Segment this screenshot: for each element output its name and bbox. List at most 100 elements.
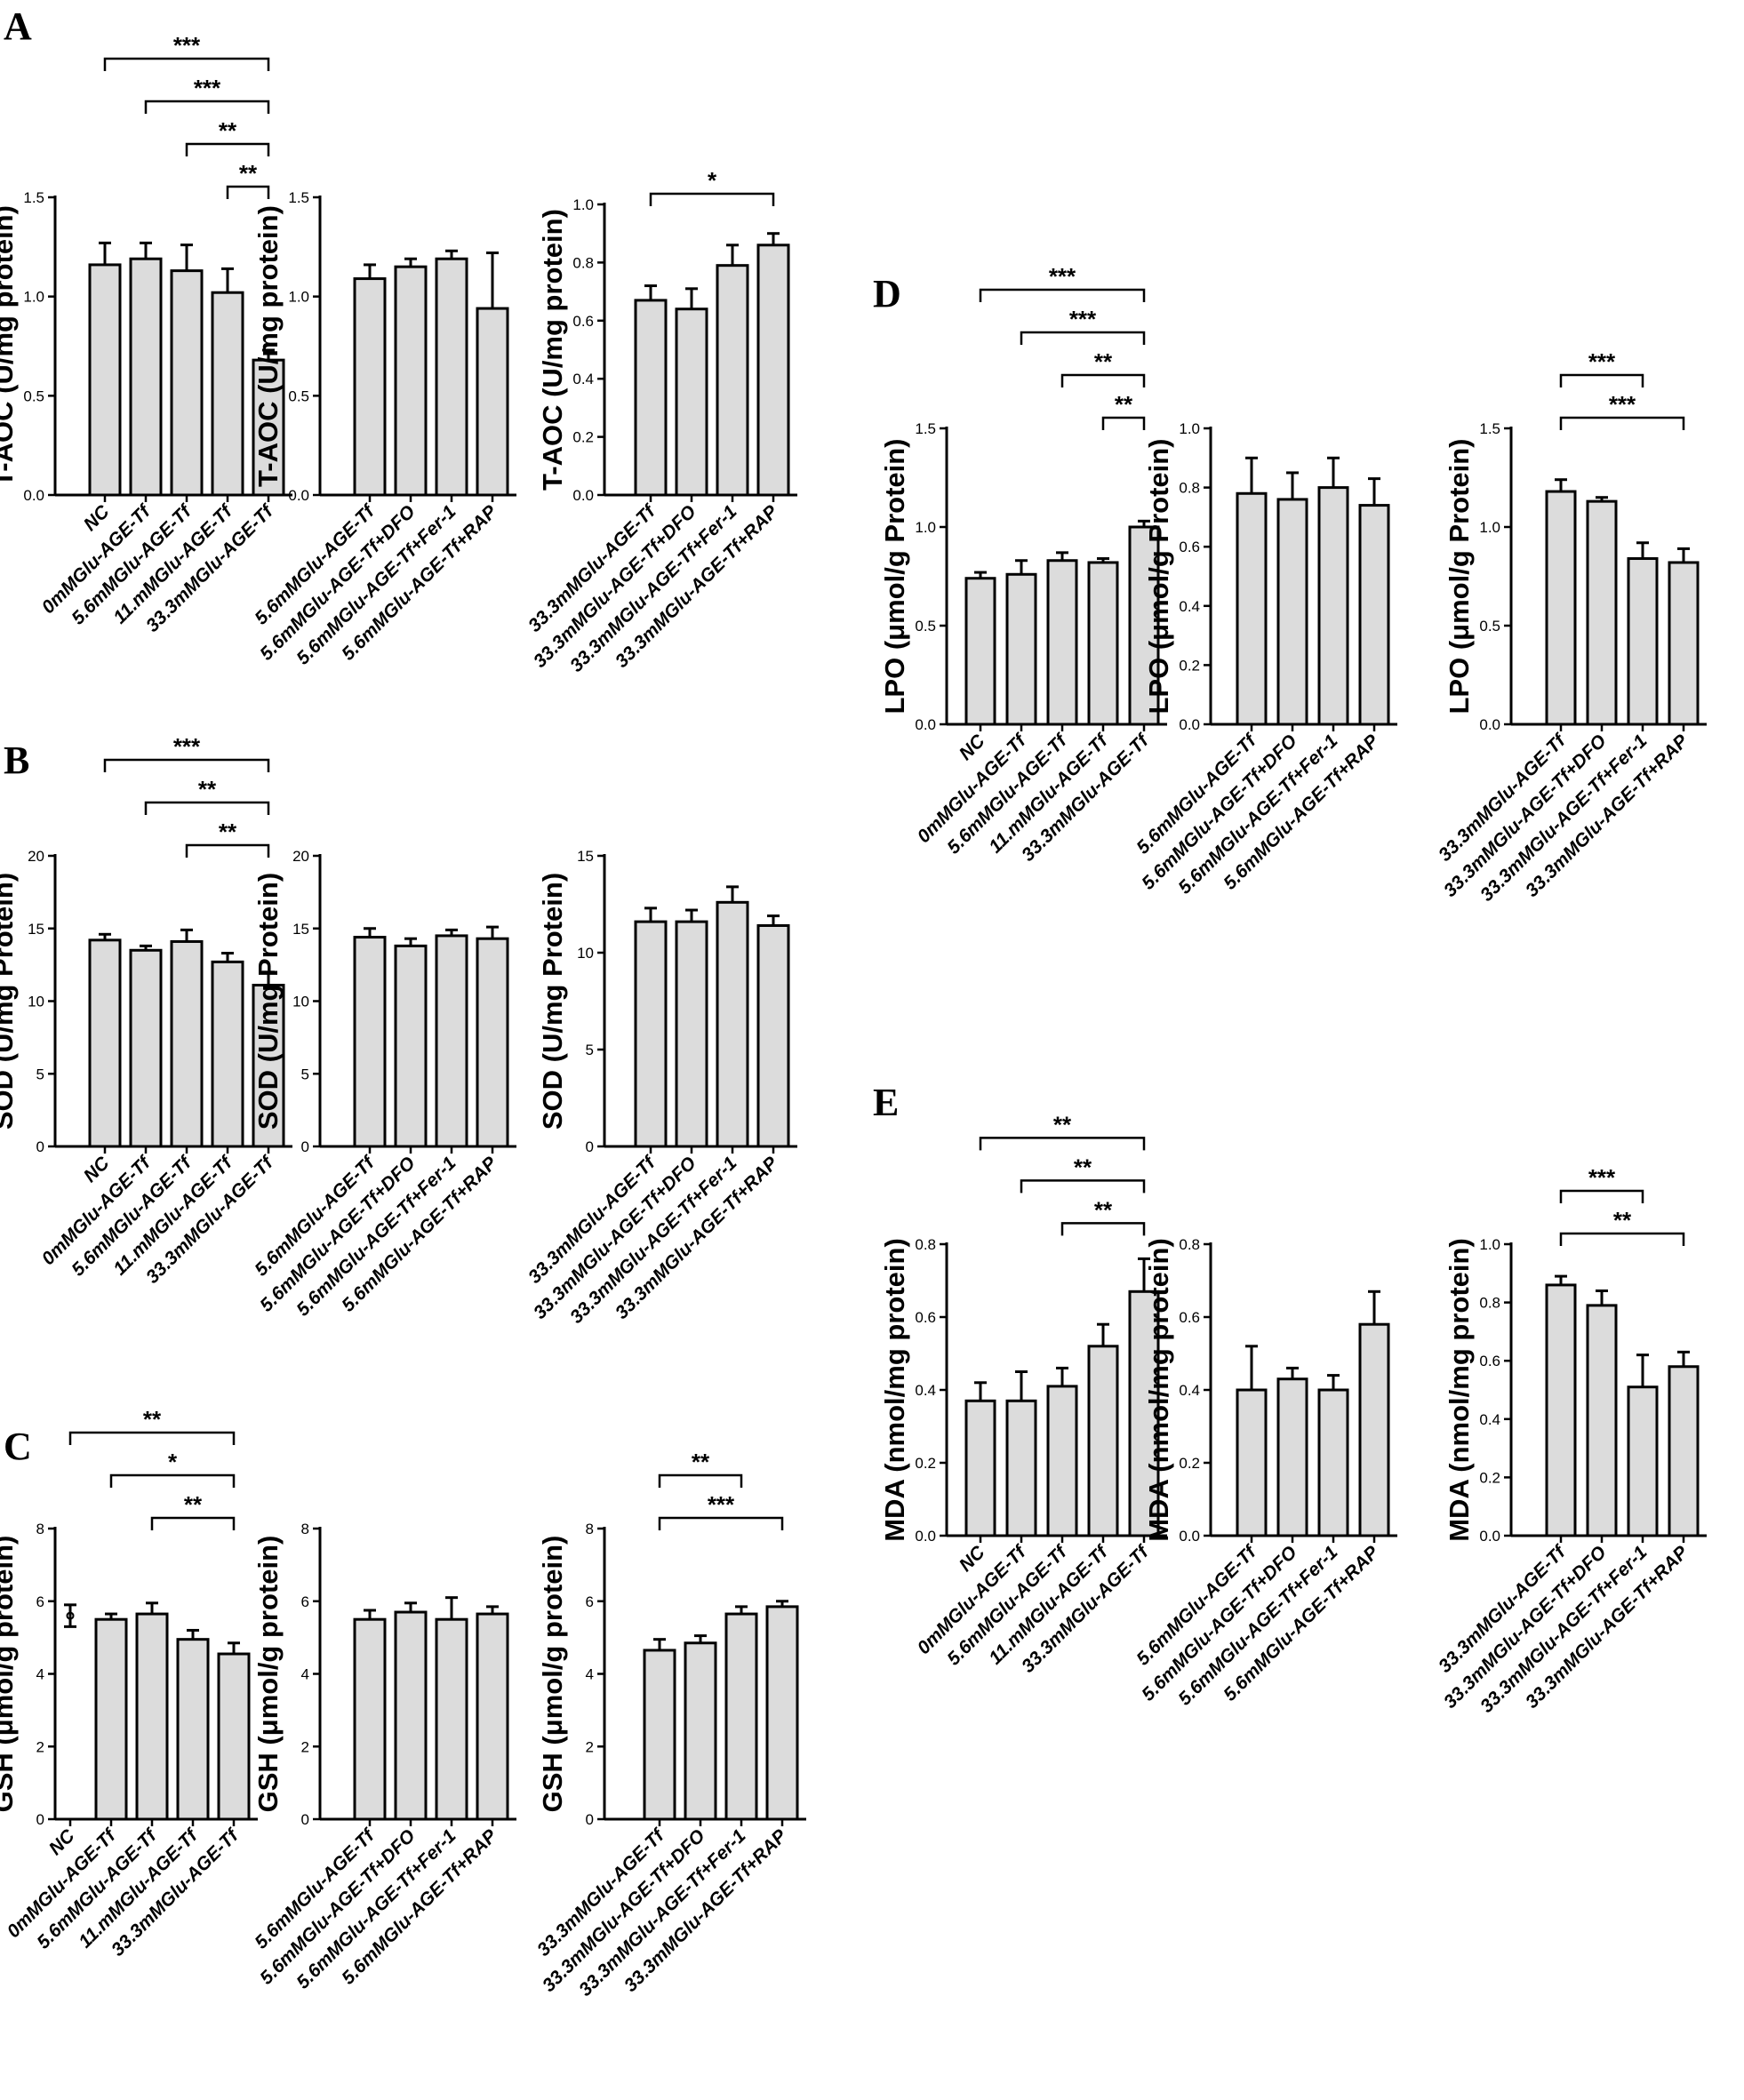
- y-tick-label: 0.8: [1179, 1236, 1200, 1253]
- significance-label: *: [168, 1449, 178, 1475]
- chart-6: 0 5 10 15 SOD (U/mg Protein) 33.3mMGlu-AGE-Tf…: [524, 848, 797, 1328]
- bar: [1005, 572, 1037, 726]
- y-tick-label: 0.2: [1179, 1455, 1200, 1472]
- y-tick-label: 8: [301, 1521, 309, 1537]
- significance-label: **: [1613, 1207, 1632, 1234]
- y-tick-label: 0.6: [1479, 1353, 1500, 1369]
- bar: [1046, 1385, 1078, 1537]
- y-tick-label: 0.4: [1479, 1411, 1500, 1428]
- y-axis-label: SOD (U/mg Protein): [0, 873, 19, 1130]
- y-tick-label: 1.5: [915, 420, 936, 437]
- bar: [716, 264, 749, 497]
- bar: [964, 577, 996, 726]
- bar: [435, 934, 468, 1148]
- y-axis-label: GSH (μmol/g protein): [0, 1536, 19, 1813]
- bar: [1236, 1388, 1268, 1537]
- significance-label: *: [708, 167, 717, 194]
- y-tick-label: 1.0: [1479, 519, 1500, 536]
- y-tick-label: 0.2: [572, 429, 594, 446]
- significance-bracket: [1559, 1232, 1685, 1246]
- category-label: 5.6mMGlu-AGE-Tf+DFO: [256, 1153, 419, 1315]
- bar: [1586, 1304, 1618, 1537]
- y-tick-label: 0: [36, 1138, 44, 1155]
- y-tick-label: 6: [36, 1593, 44, 1610]
- category-label: 5.6mMGlu-AGE-Tf+DFO: [1138, 731, 1300, 893]
- y-tick-label: 0.2: [1179, 657, 1200, 674]
- bar: [394, 944, 428, 1148]
- significance-label: ***: [194, 75, 221, 101]
- y-tick-label: 0.4: [572, 371, 594, 387]
- y-tick-label: 0: [301, 1138, 309, 1155]
- panel-label-a: A: [4, 4, 32, 48]
- bar: [1128, 525, 1160, 726]
- category-label: 5.6mMGlu-AGE-Tf+DFO: [1138, 1542, 1300, 1705]
- significance-bracket: [1060, 373, 1146, 387]
- bar: [1046, 559, 1078, 726]
- y-axis-label: T-AOC (U/mg protein): [537, 209, 568, 491]
- y-axis-label: MDA (nmol/mg protein): [879, 1238, 910, 1542]
- category-label: 33.3mMGlu-AGE-Tf+DFO: [1440, 731, 1611, 901]
- y-tick-label: 0.5: [1479, 618, 1500, 635]
- bar: [724, 1612, 758, 1821]
- bar: [1236, 491, 1268, 726]
- category-label: 5.6mMGlu-AGE-Tf+Fer-1: [292, 501, 460, 668]
- bar: [94, 1617, 128, 1821]
- y-tick-label: 4: [301, 1666, 309, 1683]
- category-label: 5.6mMGlu-AGE-Tf+Fer-1: [1174, 731, 1341, 898]
- y-tick-label: 0.4: [1179, 1382, 1200, 1399]
- y-tick-label: 0.0: [288, 487, 309, 504]
- bar: [1545, 490, 1577, 726]
- y-tick-label: 2: [586, 1738, 594, 1755]
- bar: [1545, 1283, 1577, 1537]
- bar: [634, 299, 668, 497]
- bar: [211, 960, 244, 1148]
- significance-bracket: [1559, 416, 1685, 430]
- category-label: NC: [80, 501, 114, 535]
- bar: [964, 1399, 996, 1537]
- category-label: 5.6mMGlu-AGE-Tf+DFO: [256, 1825, 419, 1988]
- significance-label: **: [1094, 348, 1113, 375]
- y-tick-label: 0.8: [1179, 480, 1200, 497]
- bar: [1276, 498, 1308, 726]
- bar: [716, 900, 749, 1148]
- significance-bracket: [185, 142, 270, 156]
- bar: [353, 936, 387, 1148]
- y-tick-label: 8: [586, 1521, 594, 1537]
- category-label: NC: [80, 1153, 114, 1186]
- bar: [756, 923, 790, 1148]
- bar: [675, 307, 708, 497]
- y-axis-label: SOD (U/mg Protein): [252, 873, 284, 1130]
- category-label: 33.3mMGlu-AGE-Tf+Fer-1: [1476, 1542, 1652, 1717]
- significance-label: ***: [173, 733, 201, 760]
- bar: [1668, 561, 1700, 726]
- significance-label: ***: [708, 1491, 735, 1518]
- y-tick-label: 0.5: [288, 387, 309, 404]
- y-tick-label: 5: [36, 1066, 44, 1082]
- significance-label: ***: [1609, 391, 1636, 418]
- bar: [756, 244, 790, 497]
- bar: [675, 920, 708, 1148]
- y-tick-label: 1.5: [288, 189, 309, 206]
- significance-bracket: [1559, 1189, 1644, 1203]
- bar: [170, 269, 204, 497]
- y-tick-label: 0.5: [23, 387, 44, 404]
- y-tick-label: 0: [586, 1811, 594, 1828]
- significance-bracket: [68, 1431, 236, 1445]
- y-tick-label: 1.0: [915, 519, 936, 536]
- significance-bracket: [150, 1516, 236, 1530]
- significance-label: ***: [1069, 306, 1097, 332]
- significance-bracket: [144, 100, 270, 114]
- y-tick-label: 1.0: [572, 196, 594, 213]
- category-label: NC: [956, 731, 989, 764]
- bar: [1627, 1385, 1659, 1537]
- y-tick-label: 6: [586, 1593, 594, 1610]
- y-tick-label: 10: [28, 994, 44, 1010]
- category-label: NC: [956, 1542, 989, 1576]
